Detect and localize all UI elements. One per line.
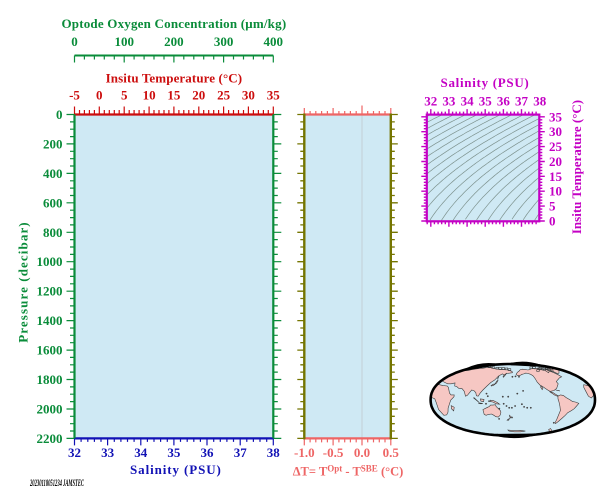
svg-text:0: 0 xyxy=(71,34,78,49)
svg-text:32: 32 xyxy=(424,94,437,109)
svg-text:25: 25 xyxy=(217,88,231,103)
svg-text:1600: 1600 xyxy=(37,343,63,358)
svg-text:37: 37 xyxy=(515,94,529,109)
svg-text:35: 35 xyxy=(167,445,181,460)
svg-text:35: 35 xyxy=(549,109,563,124)
svg-text:-1.0: -1.0 xyxy=(294,445,315,460)
svg-text:200: 200 xyxy=(164,34,184,49)
svg-text:300: 300 xyxy=(214,34,234,49)
svg-text:800: 800 xyxy=(43,225,63,240)
svg-text:2200: 2200 xyxy=(37,431,63,446)
svg-text:100: 100 xyxy=(114,34,134,49)
svg-text:33: 33 xyxy=(442,94,456,109)
svg-text:400: 400 xyxy=(43,166,63,181)
svg-text:Salinity (PSU): Salinity (PSU) xyxy=(441,75,530,90)
svg-text:36: 36 xyxy=(497,94,511,109)
svg-text:34: 34 xyxy=(461,94,475,109)
svg-text:33: 33 xyxy=(101,445,115,460)
svg-text:10: 10 xyxy=(549,184,562,199)
svg-text:30: 30 xyxy=(549,124,562,139)
svg-text:400: 400 xyxy=(264,34,284,49)
svg-text:20: 20 xyxy=(549,154,562,169)
svg-text:Insitu Temperature (°C): Insitu Temperature (°C) xyxy=(106,70,243,85)
svg-text:32: 32 xyxy=(68,445,81,460)
svg-text:0: 0 xyxy=(56,107,63,122)
svg-text:600: 600 xyxy=(43,195,63,210)
svg-text:37: 37 xyxy=(234,445,248,460)
svg-text:35: 35 xyxy=(479,94,493,109)
svg-text:36: 36 xyxy=(201,445,215,460)
svg-text:15: 15 xyxy=(549,169,563,184)
svg-text:0: 0 xyxy=(549,214,556,229)
svg-text:2000: 2000 xyxy=(37,402,63,417)
svg-text:Optode Oxygen Concentration (μ: Optode Oxygen Concentration (μm/kg) xyxy=(61,16,286,31)
svg-text:1000: 1000 xyxy=(37,254,63,269)
svg-text:5: 5 xyxy=(121,88,128,103)
svg-text:38: 38 xyxy=(267,445,281,460)
svg-text:1800: 1800 xyxy=(37,372,63,387)
svg-text:ΔT= TOpt - TSBE (°C): ΔT= TOpt - TSBE (°C) xyxy=(293,464,404,479)
svg-text:200: 200 xyxy=(43,136,63,151)
svg-text:20: 20 xyxy=(192,88,205,103)
svg-text:5: 5 xyxy=(549,199,556,214)
svg-text:25: 25 xyxy=(549,139,563,154)
svg-text:0: 0 xyxy=(96,88,103,103)
svg-text:-5: -5 xyxy=(69,88,80,103)
svg-text:0.0: 0.0 xyxy=(354,445,370,460)
svg-text:15: 15 xyxy=(167,88,181,103)
svg-text:38: 38 xyxy=(533,94,547,109)
svg-text:20230118051234 JAMSTEC: 20230118051234 JAMSTEC xyxy=(29,478,84,488)
svg-text:30: 30 xyxy=(242,88,255,103)
svg-text:35: 35 xyxy=(267,88,281,103)
svg-text:Pressure (decibar): Pressure (decibar) xyxy=(16,221,31,343)
svg-text:1400: 1400 xyxy=(37,313,63,328)
svg-text:10: 10 xyxy=(143,88,156,103)
svg-text:1200: 1200 xyxy=(37,284,63,299)
svg-text:34: 34 xyxy=(134,445,148,460)
svg-text:-0.5: -0.5 xyxy=(323,445,344,460)
svg-text:Salinity (PSU): Salinity (PSU) xyxy=(130,462,222,477)
svg-text:0.5: 0.5 xyxy=(383,445,400,460)
svg-text:Insitu Temperature (°C): Insitu Temperature (°C) xyxy=(569,100,584,234)
